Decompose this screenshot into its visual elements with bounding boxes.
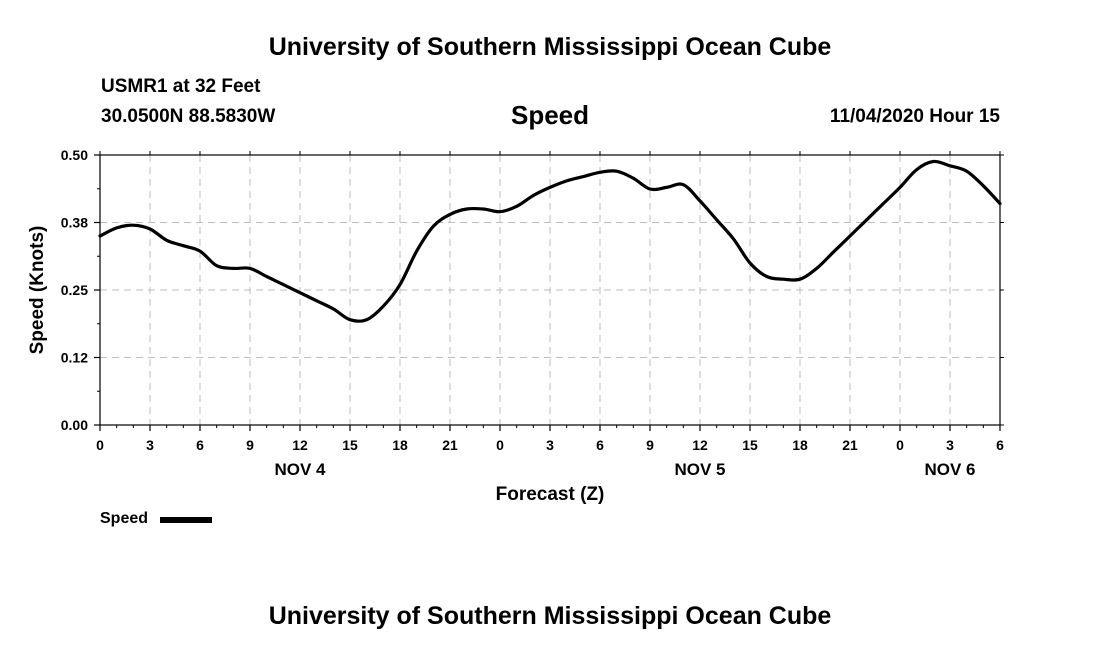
chart-title-bottom: University of Southern Mississippi Ocean… — [268, 602, 832, 630]
x-axis-label: Forecast (Z) — [496, 484, 605, 505]
x-tick-label: 21 — [842, 437, 858, 453]
chart-title-top: University of Southern Mississippi Ocean… — [268, 33, 832, 61]
day-label: NOV 4 — [274, 460, 326, 479]
x-tick-label: 18 — [792, 437, 808, 453]
x-tick-labels: 0 3 6 9 12 15 18 21 0 3 6 9 12 15 18 21 0 3 6 — [96, 437, 1004, 453]
day-labels: NOV 4 NOV 5 NOV 6 — [274, 460, 975, 479]
day-label: NOV 6 — [924, 460, 975, 479]
x-tick-label: 6 — [996, 437, 1004, 453]
y-axis-label: Speed (Knots) — [27, 226, 48, 355]
x-tick-label: 12 — [692, 437, 708, 453]
speed-series-line — [98, 159, 1002, 323]
axis-ticks — [94, 151, 1004, 431]
variable-title: Speed — [510, 100, 590, 130]
y-tick-label: 0.50 — [61, 147, 88, 163]
x-tick-label: 3 — [146, 437, 154, 453]
y-tick-label: 0.25 — [61, 282, 88, 298]
x-tick-label: 6 — [196, 437, 204, 453]
x-tick-label: 12 — [292, 437, 308, 453]
y-tick-labels: 0.00 0.12 0.25 0.38 0.50 — [61, 147, 88, 433]
x-tick-label: 9 — [646, 437, 654, 453]
x-tick-label: 9 — [246, 437, 254, 453]
x-tick-label: 18 — [392, 437, 408, 453]
legend-label: Speed — [100, 510, 149, 527]
y-tick-label: 0.38 — [61, 215, 88, 231]
x-tick-label: 15 — [342, 437, 358, 453]
x-tick-label: 3 — [946, 437, 954, 453]
y-tick-label: 0.00 — [61, 417, 88, 433]
y-tick-label: 0.12 — [61, 350, 88, 366]
x-tick-label: 15 — [742, 437, 758, 453]
x-tick-label: 3 — [546, 437, 554, 453]
x-tick-label: 0 — [496, 437, 504, 453]
x-tick-label: 0 — [896, 437, 904, 453]
datetime-label: 11/04/2020 Hour 15 — [829, 106, 1000, 127]
station-label: USMR1 at 32 Feet — [101, 76, 261, 97]
x-tick-label: 6 — [596, 437, 604, 453]
legend-swatch — [160, 517, 212, 523]
grid-lines — [100, 155, 1000, 425]
day-label: NOV 5 — [674, 460, 725, 479]
x-tick-label: 21 — [442, 437, 458, 453]
coordinates-label: 30.0500N 88.5830W — [101, 106, 276, 127]
x-tick-label: 0 — [96, 437, 104, 453]
